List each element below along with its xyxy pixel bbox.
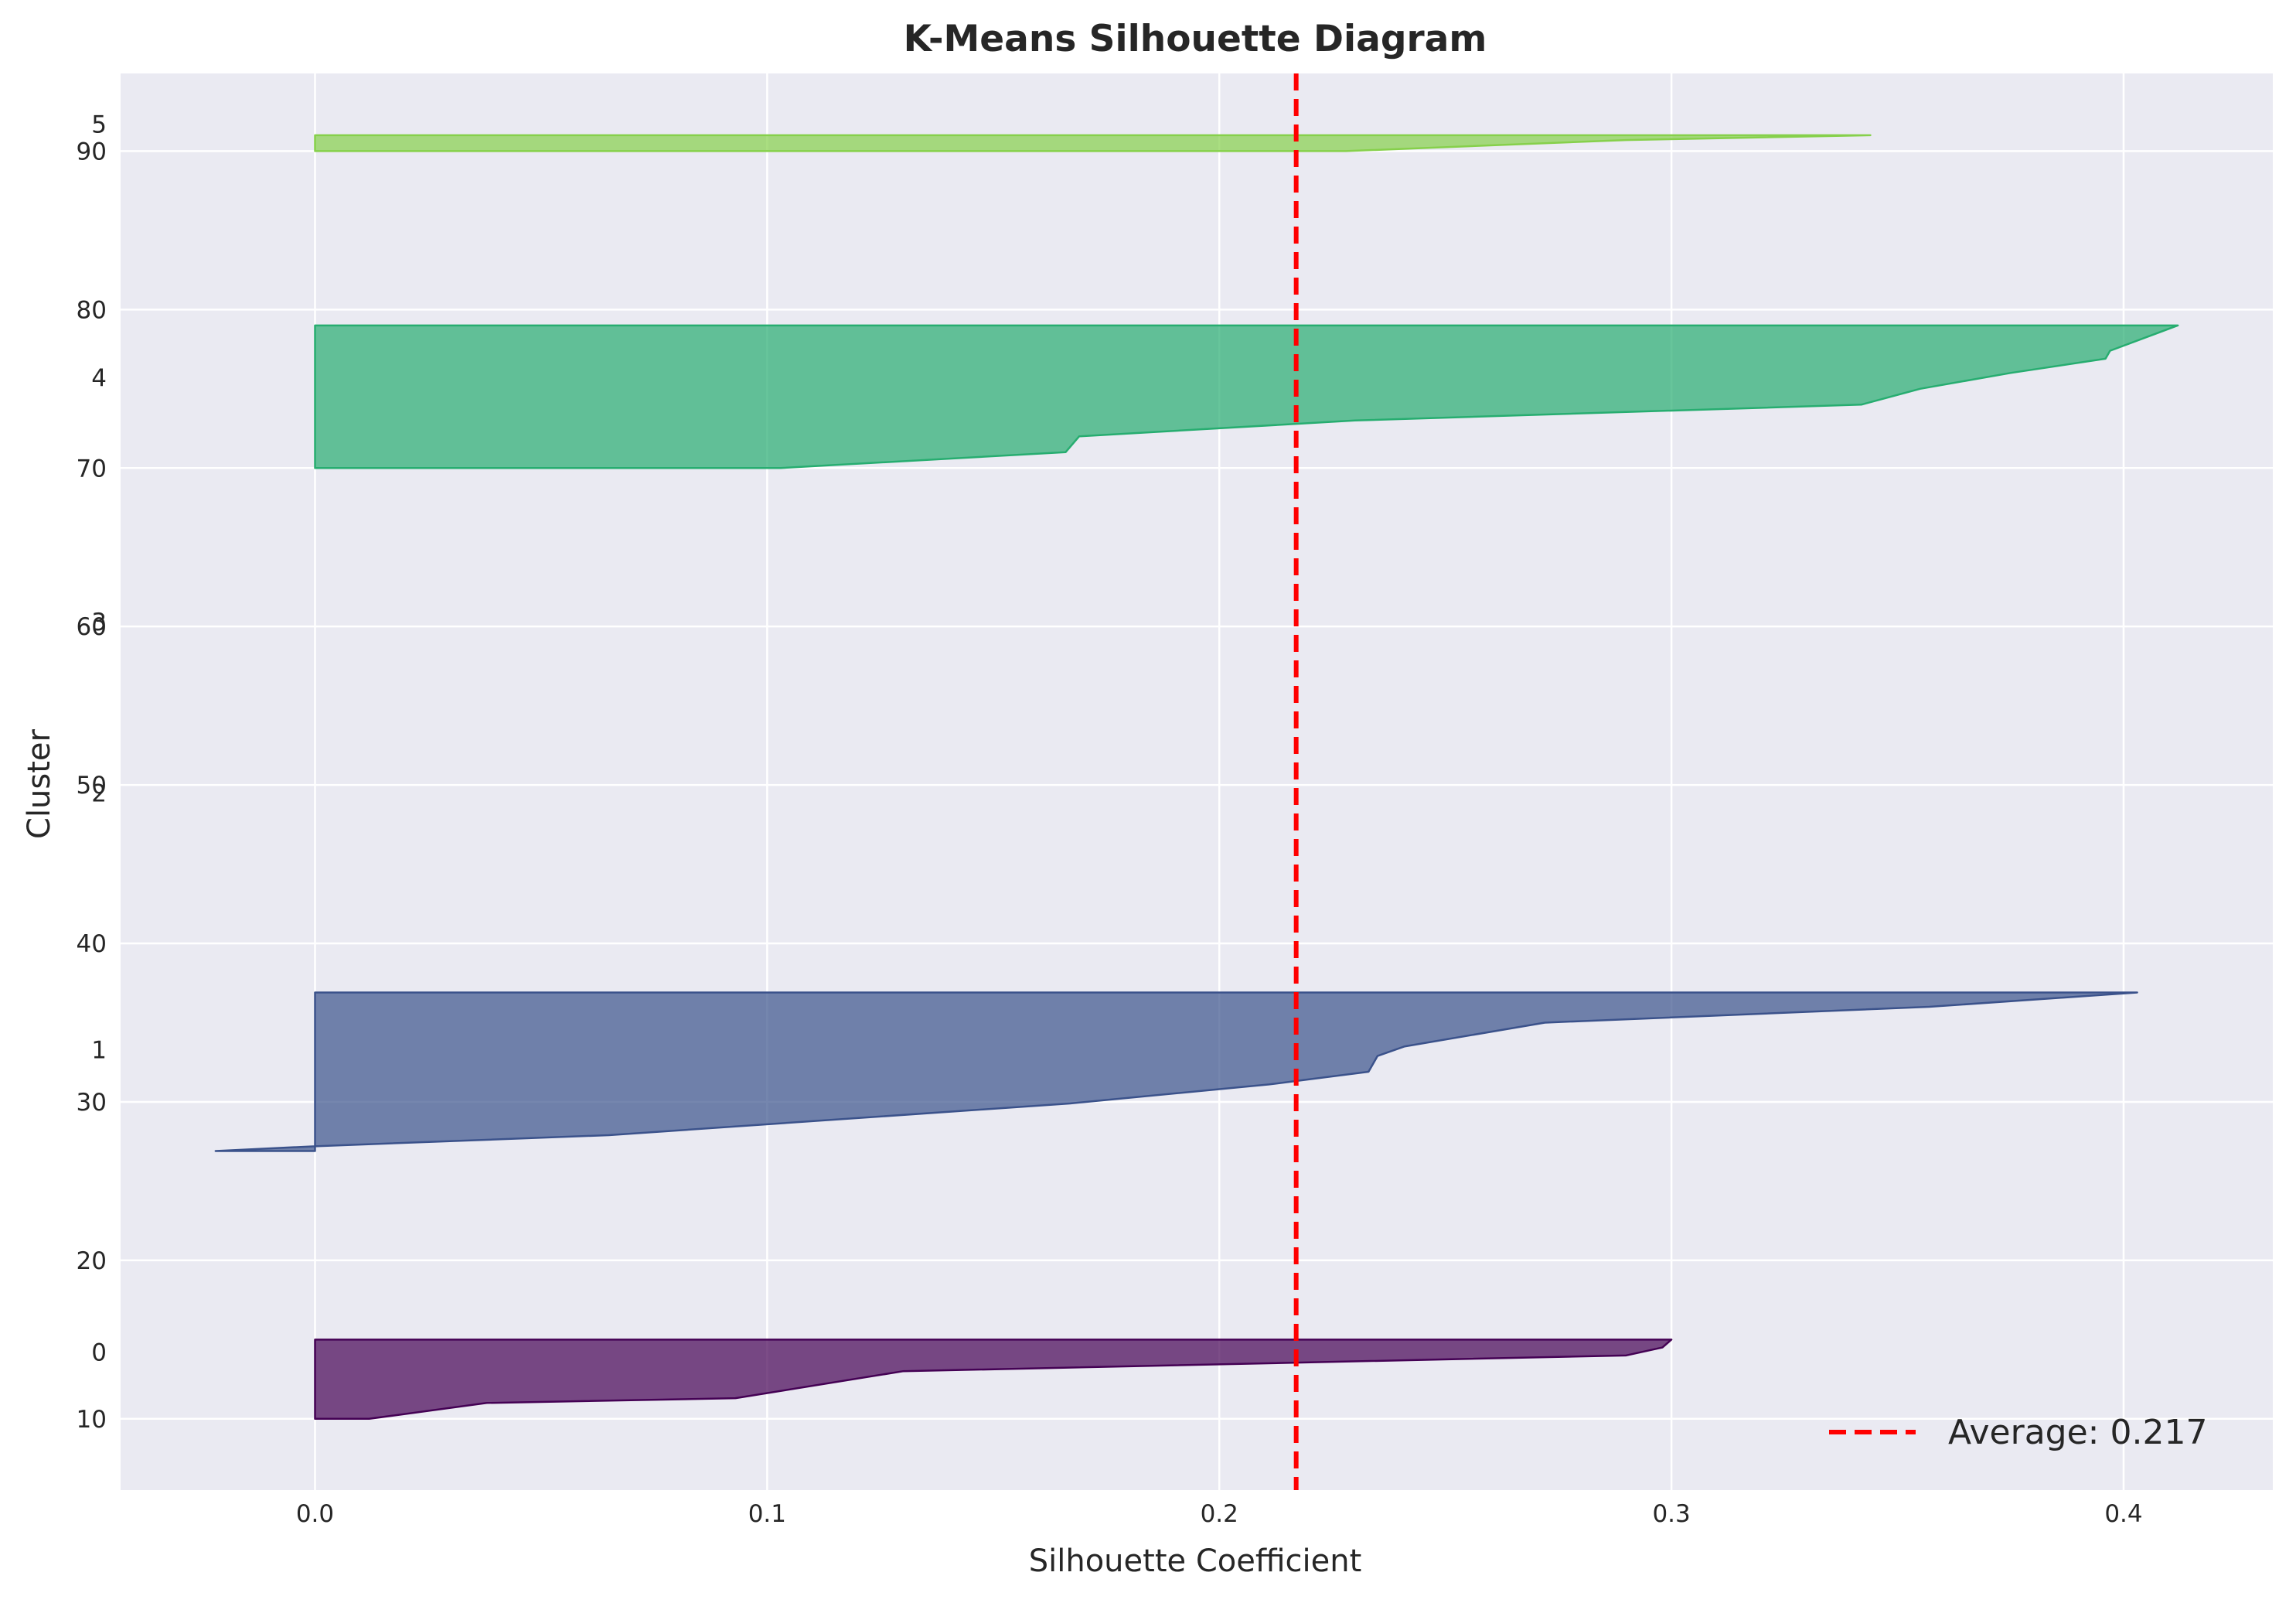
- cluster-label-5: 5: [91, 111, 107, 139]
- y-tick-label: 40: [77, 930, 107, 958]
- x-tick-label: 0.2: [1201, 1500, 1238, 1528]
- y-tick-label: 10: [77, 1406, 107, 1434]
- x-tick-label: 0.3: [1652, 1500, 1690, 1528]
- y-tick-label: 20: [77, 1247, 107, 1275]
- legend: Average: 0.217: [1829, 1413, 2207, 1452]
- silhouette-area-cluster-4: [314, 324, 2179, 469]
- x-tick-label: 0.0: [296, 1500, 334, 1528]
- cluster-label-4: 4: [91, 364, 107, 392]
- chart-title: K-Means Silhouette Diagram: [904, 18, 1487, 60]
- silhouette-area-cluster-5: [314, 134, 1872, 152]
- cluster-label-0: 0: [91, 1339, 107, 1367]
- y-axis-label: Cluster: [22, 728, 57, 839]
- x-axis-label: Silhouette Coefficient: [1029, 1543, 1362, 1579]
- y-tick-label: 80: [77, 296, 107, 324]
- plot-area: [121, 73, 2273, 1490]
- y-tick-label: 50: [77, 772, 107, 800]
- cluster-label-2: 2: [91, 779, 107, 807]
- x-axis-ticks: 0.0 0.1 0.2 0.3 0.4: [296, 1500, 2143, 1528]
- cluster-labels: 0 1 2 3 4 5: [91, 111, 107, 1367]
- legend-average-label: Average: 0.217: [1948, 1413, 2207, 1452]
- y-tick-label: 90: [77, 138, 107, 165]
- y-tick-label: 60: [77, 613, 107, 641]
- x-tick-label: 0.1: [748, 1500, 786, 1528]
- silhouette-areas: [214, 134, 2179, 1421]
- cluster-label-3: 3: [91, 609, 107, 636]
- cluster-label-1: 1: [91, 1036, 107, 1064]
- silhouette-area-cluster-0: [314, 1339, 1673, 1421]
- y-tick-label: 30: [77, 1089, 107, 1117]
- y-tick-label: 70: [77, 455, 107, 483]
- silhouette-area-cluster-1: [214, 991, 2138, 1152]
- x-tick-label: 0.4: [2104, 1500, 2142, 1528]
